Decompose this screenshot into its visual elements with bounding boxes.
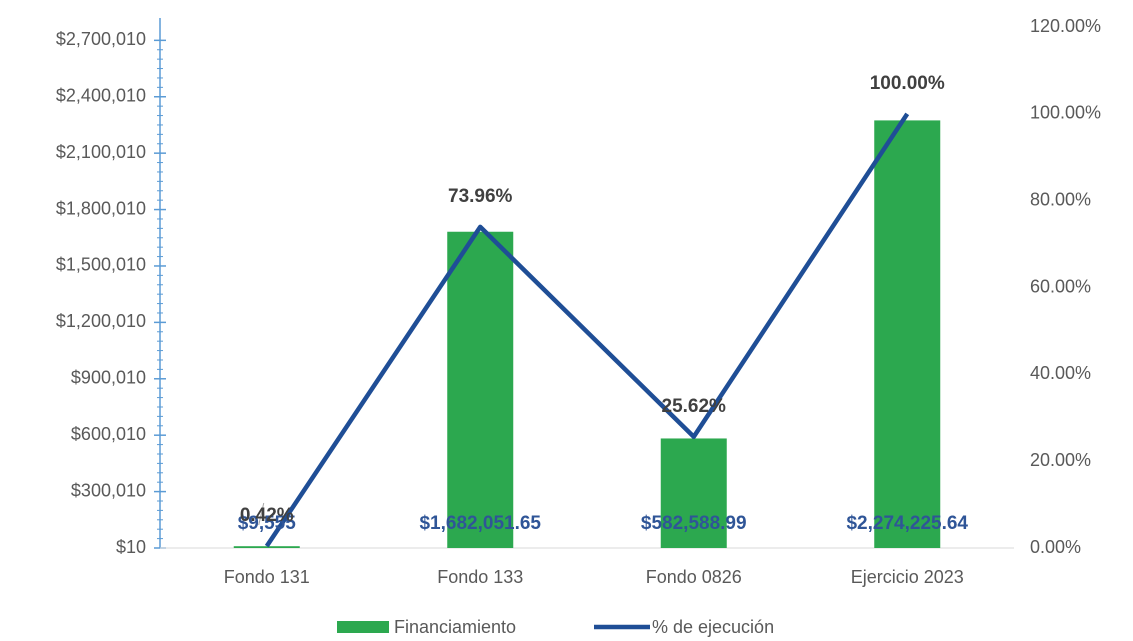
y-tick-label: $10: [116, 537, 146, 557]
line-value-label: 0.42%: [240, 505, 294, 526]
legend-label: % de ejecución: [652, 617, 774, 637]
y2-tick-label: 100.00%: [1030, 103, 1101, 123]
y-tick-label: $1,500,010: [56, 255, 146, 275]
y2-tick-label: 20.00%: [1030, 450, 1091, 470]
bar: [233, 546, 300, 548]
leader-line: [258, 502, 265, 526]
line-value-label: 25.62%: [662, 396, 727, 417]
x-tick-label: Fondo 131: [224, 567, 310, 587]
bar-value-label: $9,555: [238, 513, 297, 534]
y-tick-label: $2,400,010: [56, 86, 146, 106]
legend-label: Financiamiento: [394, 617, 516, 637]
y2-tick-label: 120.00%: [1030, 16, 1101, 36]
bar: [874, 120, 941, 549]
y2-tick-label: 0.00%: [1030, 537, 1081, 557]
y2-tick-label: 80.00%: [1030, 189, 1091, 209]
line-value-label: 73.96%: [448, 186, 513, 207]
y-tick-label: $300,010: [71, 480, 146, 500]
bar: [660, 438, 727, 548]
y-tick-label: $1,200,010: [56, 311, 146, 331]
y-tick-label: $2,100,010: [56, 142, 146, 162]
x-tick-label: Fondo 0826: [646, 567, 742, 587]
bar: [447, 231, 514, 548]
line: [264, 112, 910, 548]
y-tick-label: $600,010: [71, 424, 146, 444]
legend-swatch: [337, 621, 389, 633]
y2-tick-label: 40.00%: [1030, 363, 1091, 383]
y-tick-label: $1,800,010: [56, 198, 146, 218]
x-tick-label: Ejercicio 2023: [851, 567, 964, 587]
y-tick-label: $900,010: [71, 368, 146, 388]
bar-value-label: $1,682,051.65: [419, 513, 541, 534]
line-value-label: 100.00%: [870, 73, 945, 94]
bar-value-label: $2,274,225.64: [846, 513, 968, 534]
y-tick-label: $2,700,010: [56, 29, 146, 49]
bar-value-label: $582,588.99: [641, 513, 747, 534]
x-tick-label: Fondo 133: [437, 567, 523, 587]
y2-tick-label: 60.00%: [1030, 276, 1091, 296]
